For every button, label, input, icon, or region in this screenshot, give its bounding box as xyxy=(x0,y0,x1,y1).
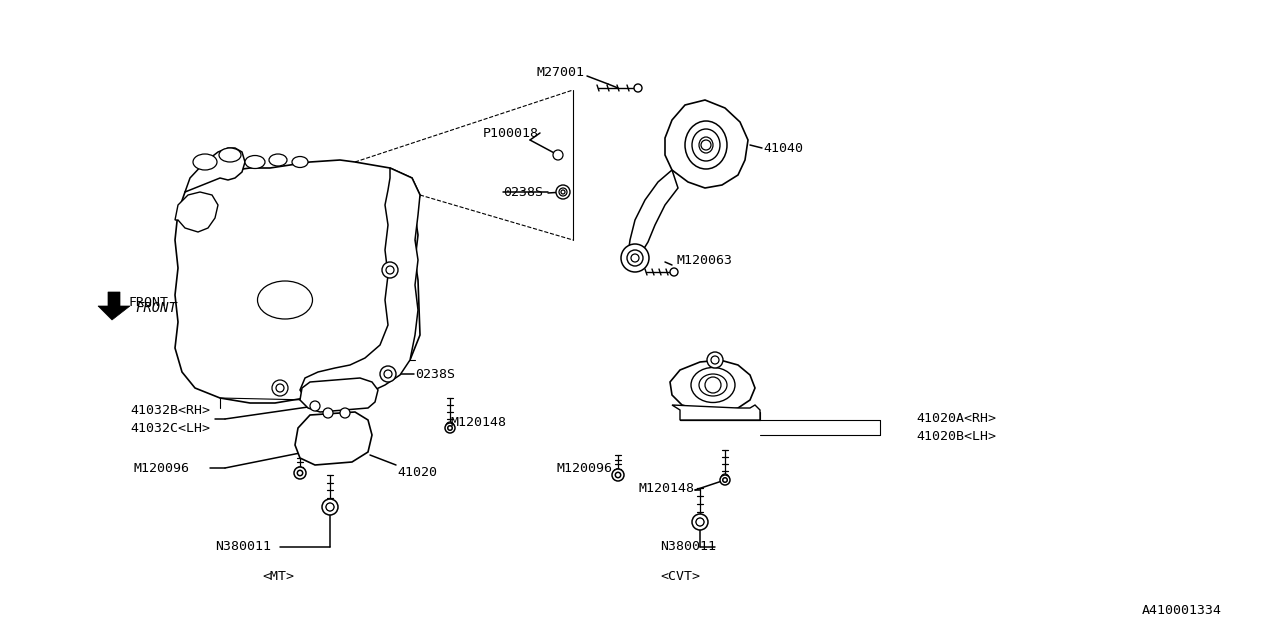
Circle shape xyxy=(294,467,306,479)
Circle shape xyxy=(692,514,708,530)
Circle shape xyxy=(387,266,394,274)
Ellipse shape xyxy=(685,121,727,169)
Text: N380011: N380011 xyxy=(660,541,716,554)
Circle shape xyxy=(634,84,643,92)
Text: M120148: M120148 xyxy=(451,417,506,429)
Text: N380011: N380011 xyxy=(215,541,271,554)
Circle shape xyxy=(340,408,349,418)
Circle shape xyxy=(721,474,730,482)
Ellipse shape xyxy=(699,374,727,396)
Polygon shape xyxy=(99,292,131,320)
Text: 0238S: 0238S xyxy=(415,367,454,381)
Circle shape xyxy=(323,408,333,418)
Circle shape xyxy=(701,140,710,150)
Circle shape xyxy=(621,244,649,272)
Text: M27001: M27001 xyxy=(536,65,584,79)
Circle shape xyxy=(384,370,392,378)
Polygon shape xyxy=(300,168,420,398)
Text: M120096: M120096 xyxy=(556,463,612,476)
Circle shape xyxy=(326,504,334,511)
Text: <CVT>: <CVT> xyxy=(660,570,700,584)
Circle shape xyxy=(559,188,567,196)
Text: P100018: P100018 xyxy=(483,127,539,140)
Text: 0238S: 0238S xyxy=(503,186,543,198)
Circle shape xyxy=(721,475,730,485)
Text: FRONT: FRONT xyxy=(134,301,177,315)
Circle shape xyxy=(326,501,334,509)
Circle shape xyxy=(696,516,704,524)
Circle shape xyxy=(310,401,320,411)
Circle shape xyxy=(696,518,704,526)
Polygon shape xyxy=(186,148,244,192)
Circle shape xyxy=(380,366,396,382)
Ellipse shape xyxy=(244,156,265,168)
Polygon shape xyxy=(628,170,678,258)
Circle shape xyxy=(445,423,454,433)
Circle shape xyxy=(273,380,288,396)
Circle shape xyxy=(296,467,305,475)
Polygon shape xyxy=(666,100,748,188)
Polygon shape xyxy=(669,360,755,412)
Ellipse shape xyxy=(269,154,287,166)
Circle shape xyxy=(381,262,398,278)
Text: A410001334: A410001334 xyxy=(1142,604,1222,616)
Ellipse shape xyxy=(699,137,713,153)
Text: 41040: 41040 xyxy=(763,141,803,154)
Text: <MT>: <MT> xyxy=(262,570,294,584)
Circle shape xyxy=(627,250,643,266)
Text: 41032B<RH>: 41032B<RH> xyxy=(131,403,210,417)
Circle shape xyxy=(445,422,454,430)
Text: 41020: 41020 xyxy=(397,465,436,479)
Circle shape xyxy=(705,377,721,393)
Text: M120063: M120063 xyxy=(676,253,732,266)
Circle shape xyxy=(323,499,338,515)
Ellipse shape xyxy=(691,367,735,403)
Polygon shape xyxy=(175,160,420,403)
Circle shape xyxy=(553,150,563,160)
Text: M120096: M120096 xyxy=(133,461,189,474)
Circle shape xyxy=(710,356,719,364)
Polygon shape xyxy=(175,192,218,232)
Ellipse shape xyxy=(193,154,218,170)
Circle shape xyxy=(612,469,625,481)
Circle shape xyxy=(561,190,564,194)
Circle shape xyxy=(669,268,678,276)
Ellipse shape xyxy=(219,148,241,162)
Circle shape xyxy=(723,477,727,483)
Text: 41020A<RH>: 41020A<RH> xyxy=(916,412,996,424)
Polygon shape xyxy=(300,378,378,412)
Circle shape xyxy=(616,472,621,477)
Circle shape xyxy=(276,384,284,392)
Ellipse shape xyxy=(292,157,308,168)
Text: 41032C<LH>: 41032C<LH> xyxy=(131,422,210,435)
Circle shape xyxy=(326,503,334,511)
Polygon shape xyxy=(672,405,760,420)
Ellipse shape xyxy=(257,281,312,319)
Circle shape xyxy=(631,254,639,262)
Circle shape xyxy=(448,426,452,430)
Circle shape xyxy=(614,469,622,477)
Polygon shape xyxy=(294,412,372,465)
Circle shape xyxy=(707,352,723,368)
Ellipse shape xyxy=(692,129,721,161)
Circle shape xyxy=(696,518,704,525)
Circle shape xyxy=(556,185,570,199)
Text: M120148: M120148 xyxy=(637,483,694,495)
Text: FRONT: FRONT xyxy=(128,296,168,308)
Circle shape xyxy=(297,470,302,476)
Text: 41020B<LH>: 41020B<LH> xyxy=(916,429,996,442)
